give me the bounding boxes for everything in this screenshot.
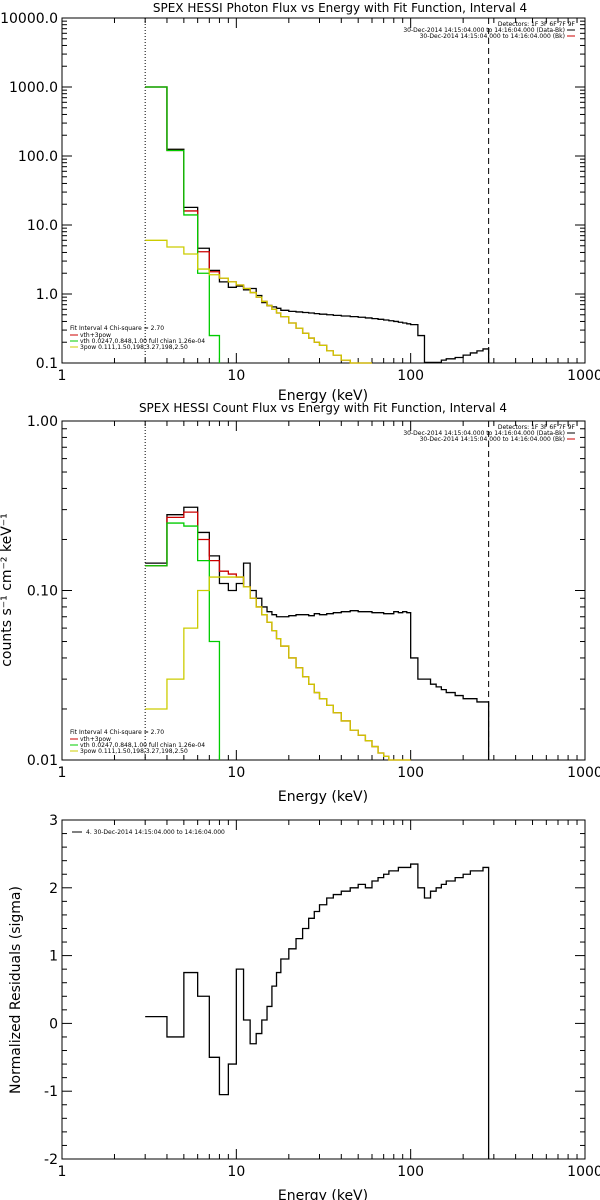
y-tick-label: 1.00	[27, 414, 58, 430]
y-tick-label: 10.0	[27, 218, 58, 234]
legend-entry: vth 0.0247,0.848,1.00 full chian 1.26e-0…	[80, 338, 205, 345]
legend-entry: Fit Interval 4 Chi-square = 2.70	[70, 729, 164, 736]
y-axis-label: Normalized Residuals (sigma)	[8, 886, 24, 1094]
residuals-panel: 1 10 100 1000 -2 -1 0 1 2 3 4. 30-Dec-2014 14:15:…	[8, 813, 600, 1200]
plot-frame	[61, 17, 586, 364]
x-tick-label: 1	[58, 765, 67, 781]
legend-entry: 3pow 0.111,1.50,198,3.27,198,2.50	[80, 748, 188, 755]
panel-title: SPEX HESSI Photon Flux vs Energy with Fi…	[153, 1, 527, 15]
x-tick-label: 10	[227, 368, 245, 384]
x-tick-label: 100	[397, 765, 424, 781]
legend-entry: vth+3pow	[80, 736, 111, 743]
y-tick-label: 1	[49, 949, 58, 965]
vline-group	[144, 18, 490, 363]
y-tick-label: 1000.0	[9, 80, 58, 96]
series-line	[145, 506, 490, 760]
x-tick-label: 100	[397, 368, 424, 384]
info-header-line: 30-Dec-2014 14:15:04.000 to 14:16:04.000…	[420, 436, 565, 443]
series-group	[145, 86, 490, 364]
y-tick-label: 10000.0	[0, 11, 58, 27]
series-group	[145, 506, 490, 761]
x-tick-label: 10	[227, 1164, 245, 1180]
x-tick-label: 1	[58, 1164, 67, 1180]
info-header-line: 30-Dec-2014 14:15:04.000 to 14:16:04.000…	[403, 430, 565, 437]
series-line	[145, 576, 411, 761]
y-tick-label: 0.01	[27, 753, 58, 769]
info-header-line: Detectors: 1F 3F 6F 7F 9F	[498, 424, 576, 431]
y-tick-label: -2	[44, 1152, 58, 1168]
y-tick-label: 0.1	[36, 356, 58, 372]
legend: Fit Interval 4 Chi-square = 2.70 vth+3po…	[70, 729, 205, 755]
tick-group: 1 10 100 1000 0.1 1.0 10.0 100.0 1000.0 10000.0	[0, 11, 600, 384]
x-tick-label: 1000	[567, 1164, 600, 1180]
panel-title: SPEX HESSI Count Flux vs Energy with Fit…	[139, 401, 507, 415]
y-tick-label: 2	[49, 881, 58, 897]
photon-flux-panel: SPEX HESSI Photon Flux vs Energy with Fi…	[0, 1, 600, 404]
series-line	[145, 522, 221, 760]
x-tick-label: 100	[397, 1164, 424, 1180]
x-tick-label: 10	[227, 765, 245, 781]
series-line	[145, 86, 372, 364]
legend-entry: vth+3pow	[80, 332, 111, 339]
y-tick-label: 100.0	[18, 149, 58, 165]
x-tick-label: 1000	[567, 368, 600, 384]
info-header-line: Detectors: 1F 3F 6F 7F 9F	[498, 21, 576, 28]
legend-entry: vth 0.0247,0.848,1.00 full chian 1.26e-0…	[80, 742, 205, 749]
legend-entry: 3pow 0.111,1.50,198,3.27,198,2.50	[80, 344, 188, 351]
legend-entry: 4. 30-Dec-2014 14:15:04.000 to 14:16:04.…	[86, 829, 225, 836]
tick-group: 1 10 100 1000 0.01 0.10 1.00	[27, 414, 600, 781]
x-axis-label: Energy (keV)	[278, 1188, 368, 1200]
x-tick-label: 1000	[567, 765, 600, 781]
info-header: Detectors: 1F 3F 6F 7F 9F 30-Dec-2014 14…	[403, 424, 575, 443]
y-tick-label: -1	[44, 1084, 58, 1100]
legend-entry: Fit Interval 4 Chi-square = 2.70	[70, 325, 164, 332]
legend: 4. 30-Dec-2014 14:15:04.000 to 14:16:04.…	[72, 829, 225, 836]
y-tick-label: 1.0	[36, 287, 58, 303]
x-tick-label: 1	[58, 368, 67, 384]
series-line	[145, 86, 490, 364]
series-line	[145, 239, 372, 364]
info-header-line: 30-Dec-2014 14:15:04.000 to 14:16:04.000…	[420, 33, 565, 40]
y-tick-label: 3	[49, 813, 58, 829]
x-axis-label: Energy (keV)	[278, 789, 368, 805]
y-tick-label: 0	[49, 1016, 58, 1032]
info-header: Detectors: 1F 3F 6F 7F 9F 30-Dec-2014 14…	[403, 21, 575, 40]
y-axis-label: counts s⁻¹ cm⁻² keV⁻¹	[0, 513, 15, 667]
count-flux-panel: SPEX HESSI Count Flux vs Energy with Fit…	[0, 401, 600, 805]
series-line	[145, 511, 411, 761]
y-tick-label: 0.10	[27, 584, 58, 600]
plot-frame	[61, 420, 586, 761]
series-group	[145, 863, 490, 1159]
legend: Fit Interval 4 Chi-square = 2.70 vth+3po…	[70, 325, 205, 351]
x-axis-label: Energy (keV)	[278, 388, 368, 404]
plot-frame	[61, 819, 586, 1160]
vline-group	[144, 421, 490, 760]
info-header-line: 30-Dec-2014 14:15:04.000 to 14:16:04.000…	[403, 27, 565, 34]
series-line	[145, 86, 221, 363]
tick-group: 1 10 100 1000 -2 -1 0 1 2 3	[44, 813, 600, 1180]
series-line	[145, 863, 490, 1159]
